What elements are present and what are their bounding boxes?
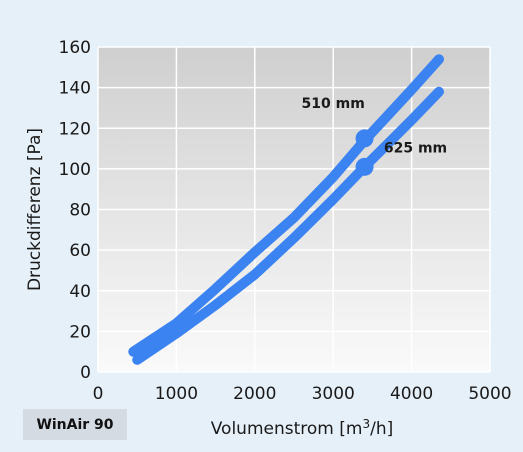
x-tick-label: 0	[93, 384, 104, 404]
series-marker	[355, 157, 374, 176]
series-line	[128, 54, 444, 357]
series-label: 510 mm	[302, 96, 365, 112]
y-tick-labels: 0 20 40 60 80 100 120 140 160	[59, 38, 91, 383]
x-tick-labels: 0 1000 2000 3000 4000 5000	[93, 384, 512, 404]
y-tick-label: 60	[69, 241, 91, 261]
x-tick-label: 2000	[233, 384, 276, 404]
y-tick-label: 40	[69, 282, 91, 302]
y-tick-label: 0	[80, 363, 91, 383]
product-badge: WinAir 90	[23, 409, 127, 440]
y-tick-label: 80	[69, 201, 91, 221]
y-tick-label: 160	[59, 38, 91, 58]
x-tick-label: 3000	[312, 384, 355, 404]
series-label: 625 mm	[384, 141, 447, 157]
x-tick-label: 4000	[390, 384, 433, 404]
y-axis-label: Druckdifferenz [Pa]	[25, 128, 45, 291]
y-tick-label: 120	[59, 119, 91, 139]
series-group	[128, 54, 444, 365]
y-tick-label: 20	[69, 322, 91, 342]
y-tick-label: 140	[59, 79, 91, 99]
series-marker	[355, 129, 374, 148]
series-line	[132, 86, 444, 365]
x-tick-label: 5000	[468, 384, 511, 404]
y-tick-label: 100	[59, 160, 91, 180]
x-tick-label: 1000	[155, 384, 198, 404]
series-labels: 510 mm 625 mm	[302, 96, 448, 157]
x-axis-label: Volumenstrom [m3/h]	[211, 417, 393, 439]
